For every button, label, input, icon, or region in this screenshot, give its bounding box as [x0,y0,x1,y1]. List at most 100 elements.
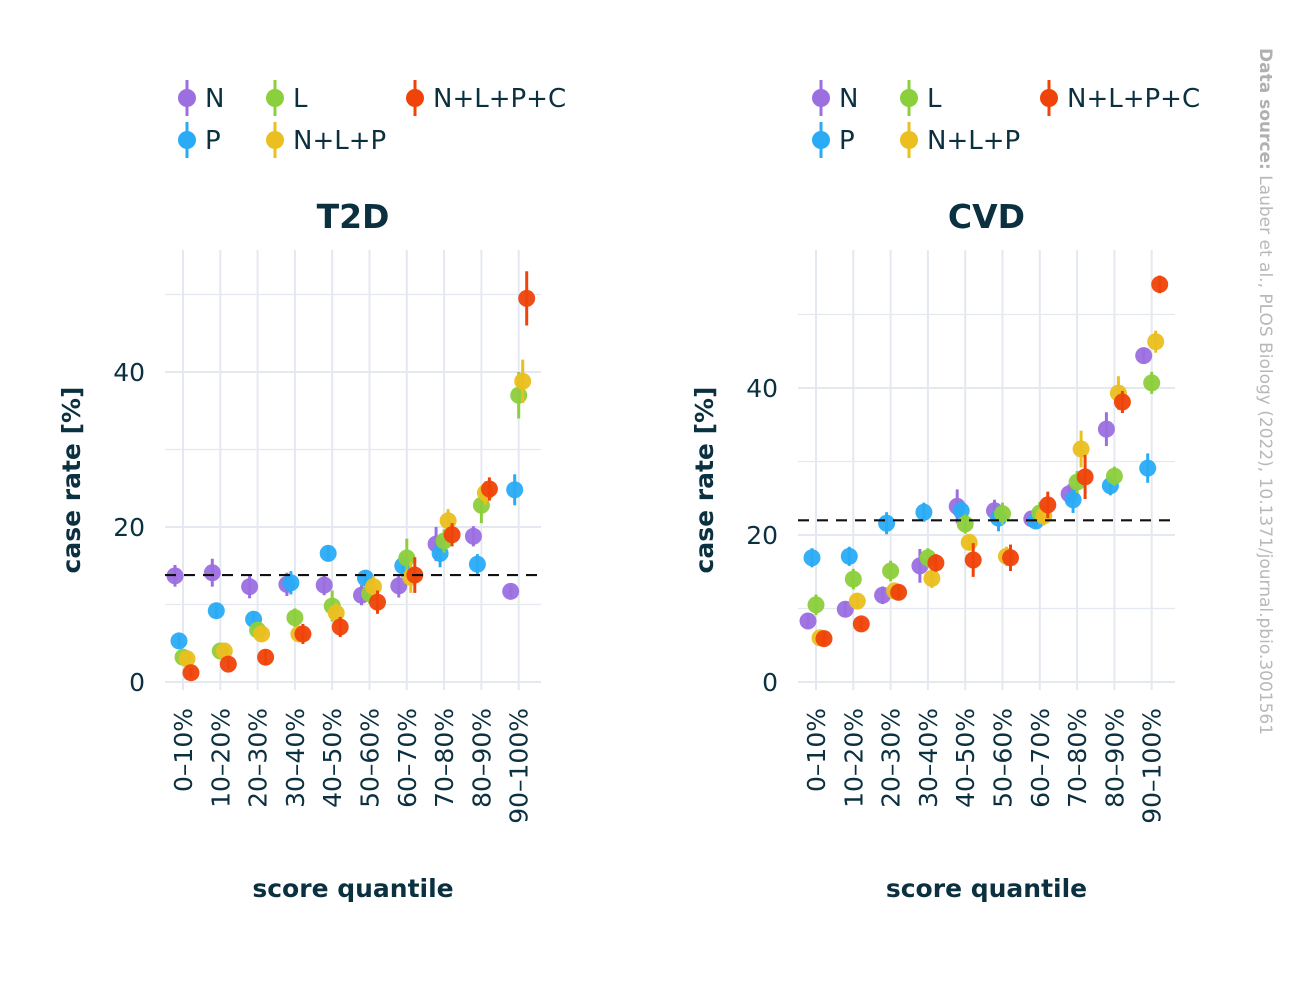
data-point [282,574,300,592]
legend-label: L [293,84,308,114]
x-tick-label: 60–70% [1026,708,1055,808]
data-point [315,576,333,594]
legend-item-p: P [178,122,221,158]
x-tick-label: 30–40% [281,708,310,808]
data-point [207,602,225,620]
series-n-l-p-c [182,271,536,682]
y-tick-label: 0 [762,668,778,697]
data-point [927,554,945,572]
y-tick-label: 20 [746,521,778,550]
grid [165,250,541,690]
legend-item-l: L [900,80,942,116]
series-n-l-p-c [815,275,1169,648]
data-point [1072,440,1090,458]
data-point [815,630,833,648]
x-tick-label: 30–40% [914,708,943,808]
series-l [174,372,528,666]
legend-label: N+L+P [927,126,1020,156]
series-p [803,453,1157,568]
y-axis-title: case rate [%] [690,387,719,574]
data-point [1064,491,1082,509]
data-point [215,642,233,660]
legend-item-n-l-p-c: N+L+P+C [1040,80,1200,116]
legend-label: N [839,84,858,114]
x-tick-label: 40–50% [318,708,347,808]
data-point [882,562,900,580]
legend-marker [900,89,918,107]
x-tick-label: 0–10% [802,708,831,792]
legend-item-p: P [812,122,855,158]
legend-marker [178,89,196,107]
legend-marker [266,131,284,149]
x-tick-label: 20–30% [877,708,906,808]
x-tick-label: 90–100% [1138,708,1167,824]
legend-marker [178,131,196,149]
data-point [1143,374,1161,392]
y-tick-label: 40 [113,358,145,387]
x-axis-title: score quantile [886,874,1087,903]
x-tick-label: 90–100% [505,708,534,824]
data-point [960,533,978,551]
legend-item-n-l-p: N+L+P [900,122,1020,158]
data-point [1039,496,1057,514]
legend-label: N+L+P+C [433,84,566,114]
data-point [294,625,312,643]
data-point [956,515,974,533]
legend-label: P [205,126,221,156]
x-tick-label: 60–70% [393,708,422,808]
x-axis-title: score quantile [252,874,453,903]
data-point [514,372,532,390]
data-point [468,555,486,573]
legend-label: N+L+P [293,126,386,156]
x-tick-label: 70–80% [1063,708,1092,808]
data-point [1002,549,1019,567]
data-point [443,526,461,544]
chart-title: T2D [317,197,390,236]
data-point [840,547,858,565]
data-point [390,577,408,595]
data-source-text: Lauber et al., PLOS Biology (2022), 10.1… [1255,170,1275,735]
legend-label: L [927,84,942,114]
data-point [1151,275,1169,293]
data-point [848,592,866,610]
data-point [480,480,498,498]
legend-item-l: L [266,80,308,116]
panel-cvd: NP L N+L+P N+L+P+C CVD 0–10% 10–20% 20–30% 30–40… [690,80,1200,903]
data-point [203,564,221,582]
y-axis-title: case rate [%] [57,387,86,574]
legend-marker [1040,89,1058,107]
x-tick-label: 20–30% [244,708,273,808]
legend-label: N+L+P+C [1067,84,1200,114]
data-point [178,650,196,668]
data-point [502,582,520,600]
data-point [257,648,275,666]
data-point [844,570,862,588]
data-point [331,618,349,636]
data-point [1113,393,1131,411]
x-tick-label: 70–80% [430,708,459,808]
data-point [286,609,304,627]
data-point [219,655,237,673]
legend-label: P [839,126,855,156]
legend-item-n: N [178,80,224,116]
series-l [807,371,1161,616]
y-tick-label: 20 [113,513,145,542]
data-point [1139,459,1157,477]
data-point [1135,347,1153,365]
data-point [1076,468,1094,486]
y-tick-label: 40 [746,374,778,403]
y-tick-label: 0 [129,668,145,697]
data-point [241,578,259,596]
data-point [915,503,933,521]
data-point [506,481,524,499]
data-point [398,549,416,567]
chart-title: CVD [948,197,1025,236]
data-point [994,505,1011,523]
x-tick-label: 80–90% [467,708,496,808]
x-tick-label: 50–60% [989,708,1018,808]
data-point [799,612,817,630]
data-point [923,569,941,587]
data-point [1147,333,1165,351]
data-point [964,551,982,569]
